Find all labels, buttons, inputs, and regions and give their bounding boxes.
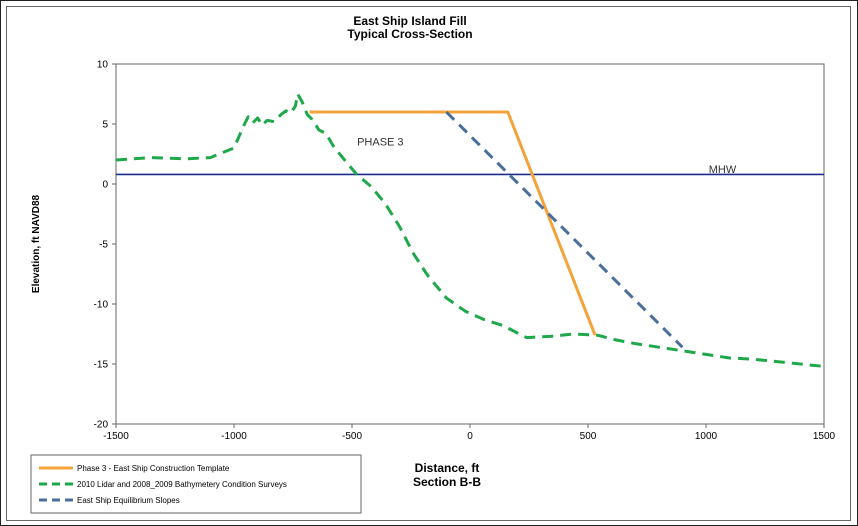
- y-tick-label: 10: [97, 60, 109, 71]
- y-tick-label: -5: [99, 240, 108, 251]
- series-layer: [115, 92, 825, 368]
- chart-area: East Ship Island Fill Typical Cross-Sect…: [6, 6, 851, 521]
- chart-svg: East Ship Island Fill Typical Cross-Sect…: [30, 14, 836, 514]
- legend: Phase 3 - East Ship Construction Templat…: [39, 464, 287, 505]
- x-tick-label: -500: [342, 431, 362, 442]
- plot-border: [115, 63, 825, 425]
- legend-label: Phase 3 - East Ship Construction Templat…: [77, 464, 230, 473]
- legend-label: 2010 Lidar and 2008_2009 Bathymetery Con…: [77, 480, 287, 489]
- x-axis-ticks: -1500 -1000 -500 0 500 1000 1500: [103, 424, 836, 442]
- annotation-label: PHASE 3: [357, 137, 403, 149]
- y-tick-label: -20: [94, 420, 109, 431]
- chart-subtitle: Typical Cross-Section: [347, 27, 472, 41]
- series-line-1: [115, 92, 825, 368]
- x-tick-label: 1500: [813, 431, 836, 442]
- y-tick-label: -10: [94, 300, 109, 311]
- y-axis-ticks: 10 5 0 -5 -10 -15 -20: [94, 60, 116, 431]
- y-tick-label: -15: [94, 360, 109, 371]
- y-axis-label: Elevation, ft NAVD88: [31, 194, 42, 293]
- x-axis-label-2: Section B-B: [413, 475, 481, 489]
- x-axis-label: Distance, ft: [415, 461, 480, 475]
- x-tick-label: -1500: [103, 431, 129, 442]
- series-line-2: [445, 110, 684, 349]
- x-tick-label: -1000: [221, 431, 247, 442]
- x-tick-label: 500: [580, 431, 597, 442]
- annotation-label: MHW: [709, 164, 737, 176]
- y-tick-label: 0: [102, 180, 108, 191]
- series-line-0: [309, 110, 597, 336]
- legend-box: [30, 454, 362, 514]
- legend-label: East Ship Equilibrium Slopes: [77, 496, 180, 505]
- x-tick-label: 0: [467, 431, 473, 442]
- x-tick-label: 1000: [695, 431, 718, 442]
- annotations: PHASE 3 MHW: [357, 137, 737, 177]
- y-tick-label: 5: [102, 120, 108, 131]
- chart-title: East Ship Island Fill: [353, 14, 466, 28]
